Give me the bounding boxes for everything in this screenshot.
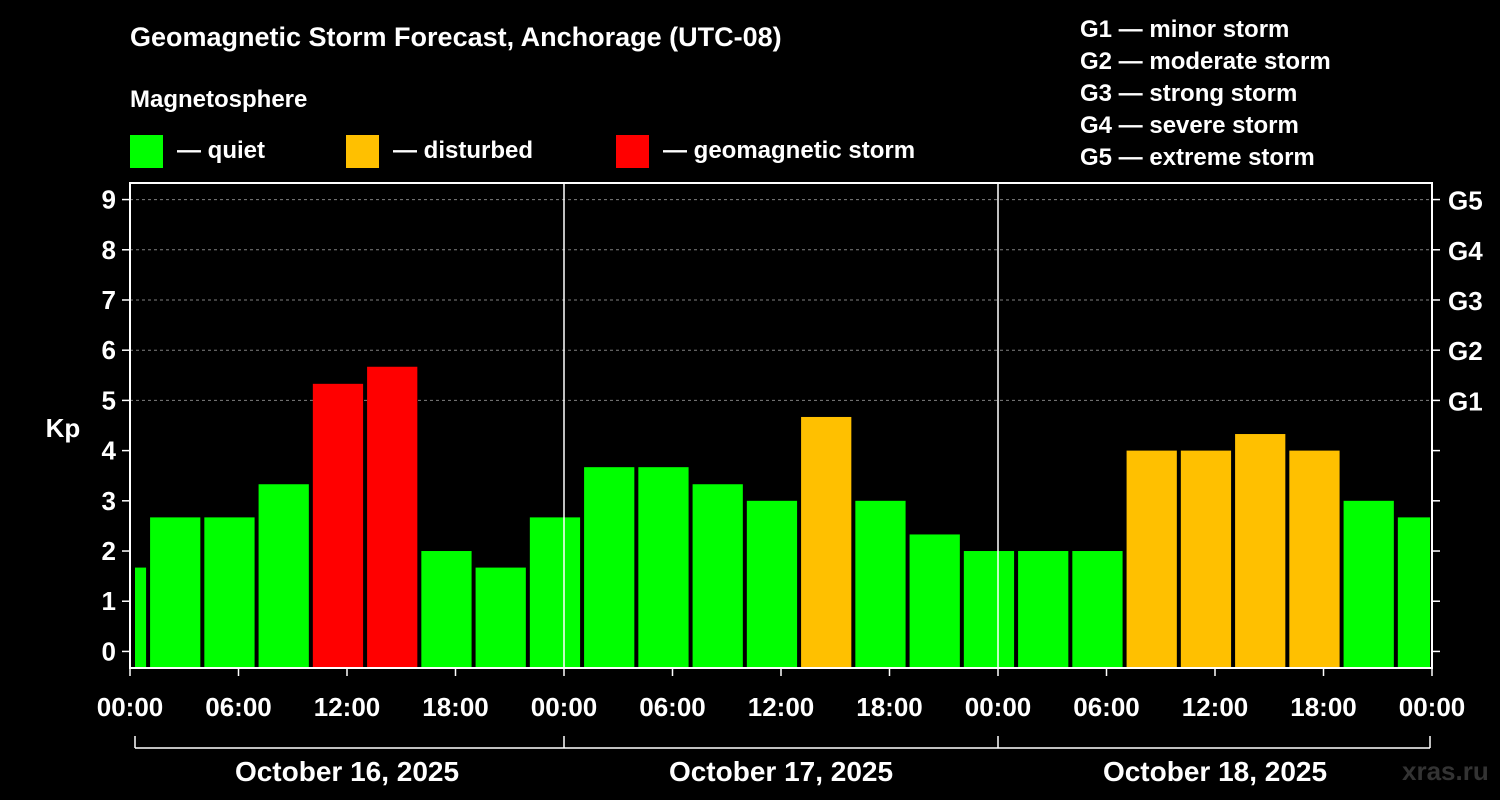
g-scale-legend-g3: G3 — strong storm <box>1080 80 1298 107</box>
watermark: xras.ru <box>1402 756 1489 786</box>
y-tick-label-9: 9 <box>102 185 116 215</box>
g-scale-legend-g4: G4 — severe storm <box>1080 112 1299 139</box>
kp-bar-17 <box>1018 551 1069 667</box>
y-tick-label-5: 5 <box>102 385 116 415</box>
kp-bar-18 <box>1072 551 1123 667</box>
y-tick-label-4: 4 <box>102 436 117 466</box>
g-scale-label-G4: G4 <box>1448 236 1483 266</box>
chart-title: Geomagnetic Storm Forecast, Anchorage (U… <box>130 22 782 52</box>
kp-bar-1 <box>150 517 201 667</box>
legend-label-quiet: — quiet <box>177 137 265 164</box>
kp-bar-9 <box>584 467 635 667</box>
kp-bar-14 <box>855 500 906 667</box>
kp-bar-12 <box>746 500 798 667</box>
kp-bar-3 <box>258 484 309 667</box>
g-scale-label-G1: G1 <box>1448 386 1483 416</box>
g-scale-label-G5: G5 <box>1448 186 1483 216</box>
g-scale-label-G3: G3 <box>1448 286 1483 316</box>
x-tick-label-8: 00:00 <box>965 692 1032 722</box>
y-tick-label-1: 1 <box>102 586 116 616</box>
kp-bar-22 <box>1289 450 1340 667</box>
y-axis-label: Kp <box>46 413 81 443</box>
legend-item-quiet: — quiet <box>130 134 265 168</box>
x-tick-label-10: 12:00 <box>1182 692 1249 722</box>
x-tick-label-0: 00:00 <box>97 692 164 722</box>
g-scale-legend-g1: G1 — minor storm <box>1080 16 1290 43</box>
x-tick-label-3: 18:00 <box>422 692 489 722</box>
kp-bar-20 <box>1180 450 1232 667</box>
x-tick-label-2: 12:00 <box>314 692 381 722</box>
y-tick-label-7: 7 <box>102 285 116 315</box>
kp-bar-0 <box>135 567 147 667</box>
y-tick-label-3: 3 <box>102 486 116 516</box>
date-label-0: October 16, 2025 <box>235 756 459 787</box>
x-tick-label-7: 18:00 <box>856 692 923 722</box>
legend-label-disturbed: — disturbed <box>393 137 534 164</box>
kp-bar-5 <box>367 366 418 667</box>
g-scale-legend: G1 — minor storm G2 — moderate storm G3 … <box>1080 14 1331 174</box>
y-tick-label-8: 8 <box>102 235 116 265</box>
g-scale-legend-g5: G5 — extreme storm <box>1080 144 1315 171</box>
kp-bar-2 <box>204 517 255 667</box>
kp-bar-19 <box>1126 450 1177 667</box>
legend-swatch-storm <box>616 134 649 168</box>
kp-bar-21 <box>1235 434 1286 667</box>
x-tick-label-6: 12:00 <box>748 692 815 722</box>
x-tick-label-9: 06:00 <box>1073 692 1140 722</box>
date-label-2: October 18, 2025 <box>1103 756 1327 787</box>
date-label-1: October 17, 2025 <box>669 756 893 787</box>
legend-item-disturbed: — disturbed <box>346 134 533 168</box>
kp-bar-11 <box>692 484 743 667</box>
kp-bar-8 <box>529 517 581 667</box>
y-tick-label-2: 2 <box>102 536 116 566</box>
g-scale-label-G2: G2 <box>1448 336 1483 366</box>
kp-bar-13 <box>801 416 852 667</box>
legend-item-storm: — geomagnetic storm <box>616 134 915 168</box>
kp-bar-16 <box>963 551 1015 667</box>
legend-label-storm: — geomagnetic storm <box>663 137 916 164</box>
x-tick-label-5: 06:00 <box>639 692 706 722</box>
x-tick-label-1: 06:00 <box>205 692 272 722</box>
x-tick-label-11: 18:00 <box>1290 692 1357 722</box>
x-tick-label-12: 00:00 <box>1399 692 1466 722</box>
y-tick-label-6: 6 <box>102 335 116 365</box>
legend-swatch-disturbed <box>346 134 379 168</box>
x-tick-label-4: 00:00 <box>531 692 598 722</box>
legend-swatch-quiet <box>130 134 163 168</box>
kp-bar-24 <box>1397 517 1430 667</box>
kp-bar-15 <box>909 534 960 667</box>
kp-bar-7 <box>475 567 526 667</box>
y-tick-label-0: 0 <box>102 636 116 666</box>
kp-bar-4 <box>312 383 364 667</box>
kp-bar-10 <box>638 467 689 667</box>
g-scale-legend-g2: G2 — moderate storm <box>1080 48 1331 75</box>
kp-bar-6 <box>421 551 472 667</box>
legend-title: Magnetosphere <box>130 86 308 113</box>
kp-bar-23 <box>1343 500 1394 667</box>
